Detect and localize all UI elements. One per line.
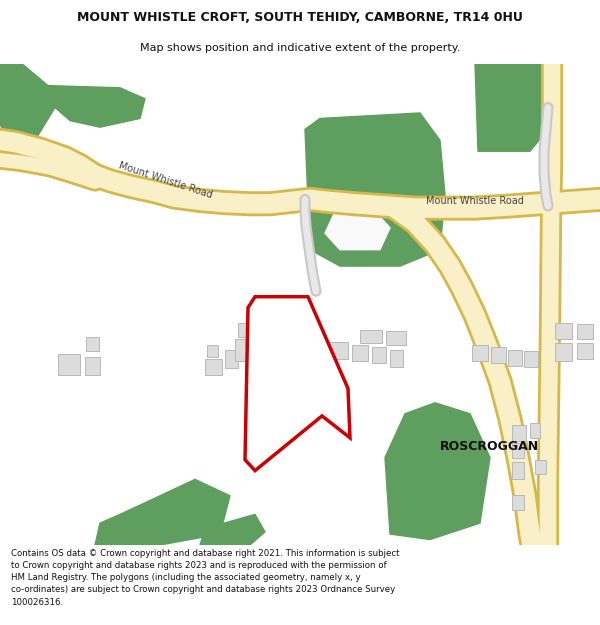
Polygon shape [207, 345, 218, 357]
Polygon shape [524, 351, 538, 367]
Polygon shape [512, 443, 524, 458]
Polygon shape [245, 297, 350, 471]
Polygon shape [475, 64, 548, 151]
Polygon shape [555, 342, 572, 361]
Polygon shape [491, 347, 506, 363]
Polygon shape [0, 64, 55, 146]
Polygon shape [555, 323, 572, 339]
Text: ROSCROGGAN: ROSCROGGAN [440, 440, 539, 453]
Polygon shape [225, 350, 238, 368]
Polygon shape [535, 460, 546, 474]
Polygon shape [472, 345, 488, 361]
Polygon shape [270, 324, 282, 335]
Text: MOUNT WHISTLE CROFT, SOUTH TEHIDY, CAMBORNE, TR14 0HU: MOUNT WHISTLE CROFT, SOUTH TEHIDY, CAMBO… [77, 11, 523, 24]
Polygon shape [85, 357, 100, 376]
Polygon shape [305, 113, 445, 266]
Text: Mount Whistle Road: Mount Whistle Road [117, 161, 213, 201]
Polygon shape [385, 402, 490, 539]
Polygon shape [238, 323, 260, 338]
Polygon shape [372, 347, 386, 363]
Polygon shape [508, 350, 522, 366]
Polygon shape [325, 206, 390, 249]
Text: Mount Whistle Road: Mount Whistle Road [426, 196, 524, 206]
Text: Map shows position and indicative extent of the property.: Map shows position and indicative extent… [140, 42, 460, 52]
Polygon shape [58, 354, 80, 376]
Polygon shape [120, 479, 230, 545]
Polygon shape [328, 341, 348, 359]
Polygon shape [530, 422, 540, 437]
Polygon shape [577, 324, 593, 339]
Polygon shape [235, 339, 265, 361]
Polygon shape [48, 86, 145, 127]
Polygon shape [386, 331, 406, 345]
Polygon shape [360, 329, 382, 342]
Polygon shape [268, 338, 285, 354]
Polygon shape [512, 425, 526, 441]
Polygon shape [512, 495, 524, 510]
Polygon shape [200, 514, 265, 545]
Polygon shape [577, 342, 593, 359]
Polygon shape [205, 359, 222, 376]
Polygon shape [95, 504, 165, 545]
Polygon shape [512, 462, 524, 479]
Text: Contains OS data © Crown copyright and database right 2021. This information is : Contains OS data © Crown copyright and d… [11, 549, 400, 607]
Polygon shape [86, 338, 99, 351]
Polygon shape [352, 345, 368, 361]
Polygon shape [390, 350, 403, 367]
